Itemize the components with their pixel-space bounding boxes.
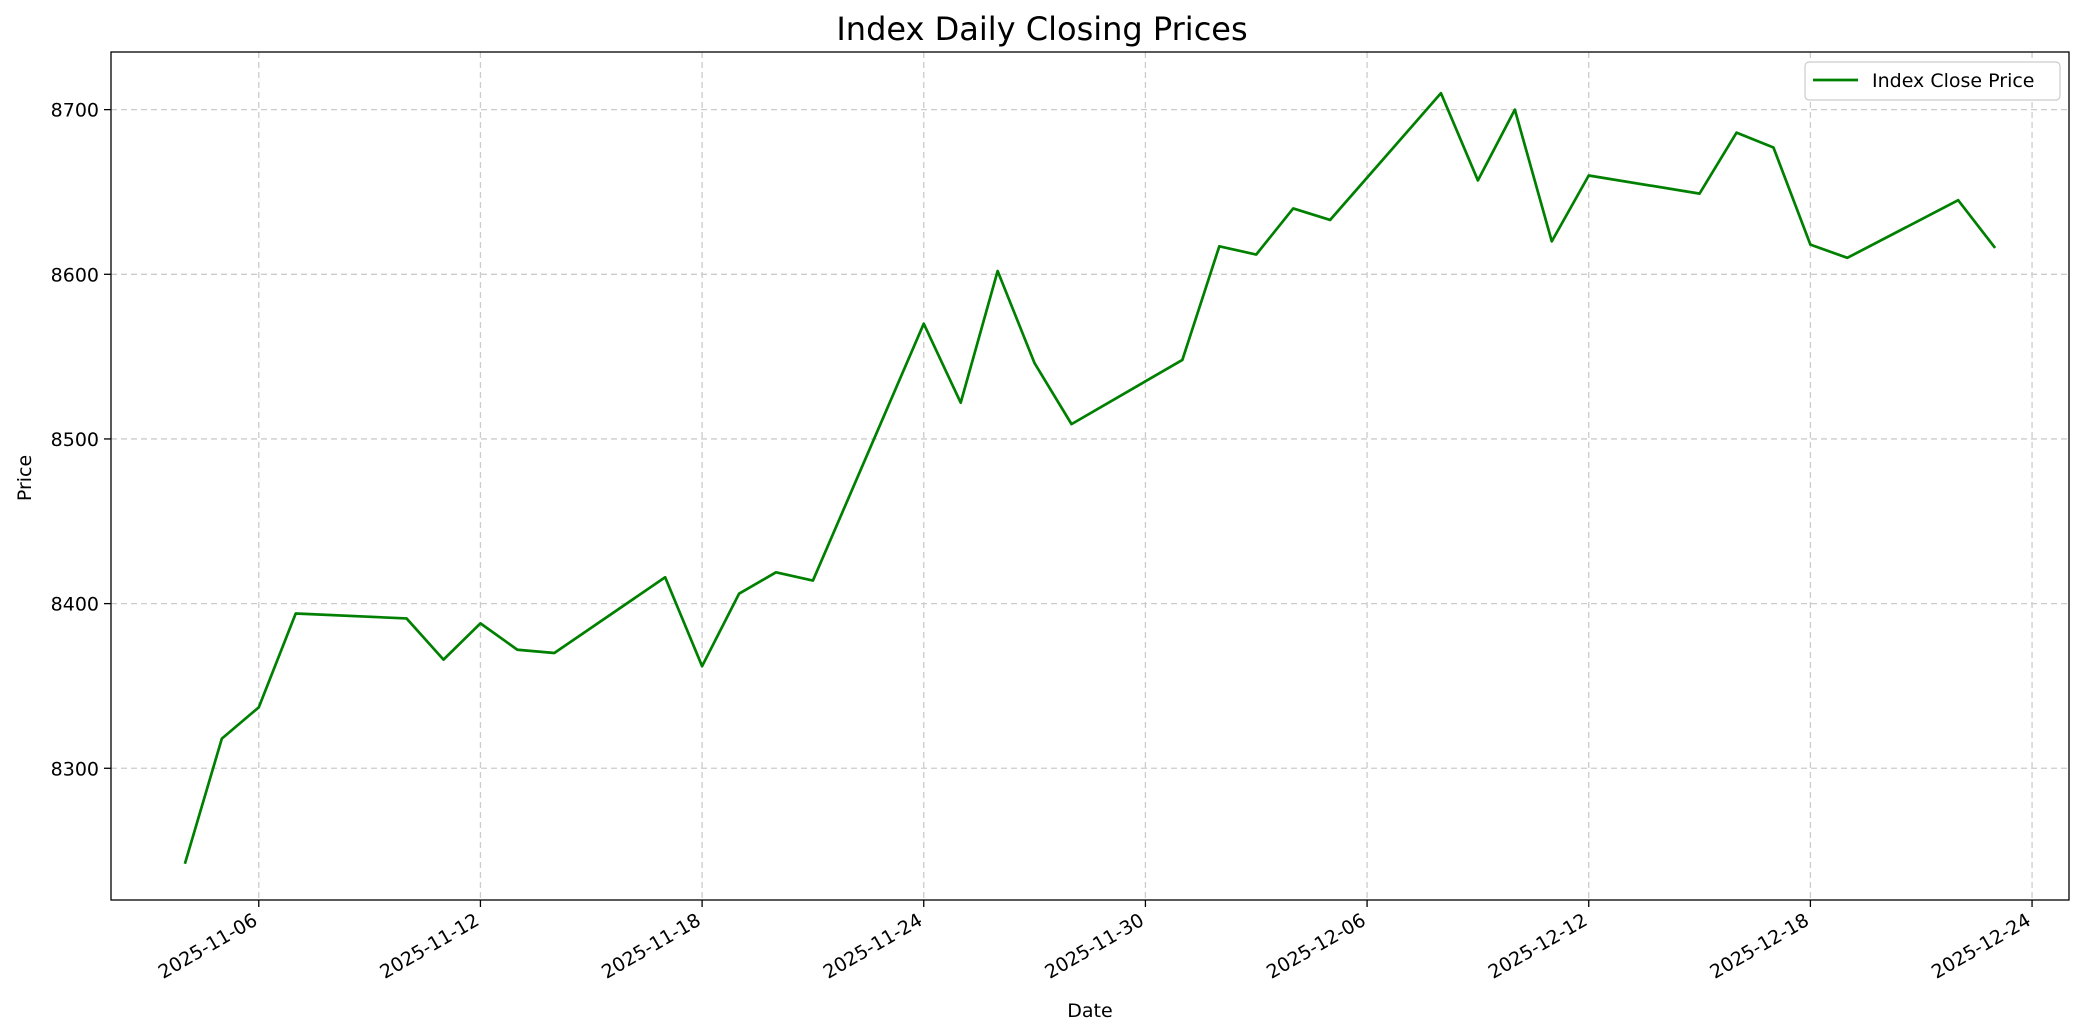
x-tick-label: 2025-12-24 xyxy=(1928,909,2035,983)
x-tick-label: 2025-11-06 xyxy=(155,909,262,983)
y-tick-label: 8300 xyxy=(51,758,99,780)
y-tick-label: 8600 xyxy=(51,264,99,286)
legend: Index Close Price xyxy=(1804,61,2061,101)
x-tick-label: 2025-12-06 xyxy=(1263,909,1370,983)
series-layer xyxy=(183,91,1997,865)
x-axis-label: Date xyxy=(1067,1000,1112,1022)
chart-title: Index Daily Closing Prices xyxy=(836,10,1247,48)
x-tick-label: 2025-11-30 xyxy=(1041,909,1148,983)
series-line xyxy=(183,91,1997,865)
y-tick-label: 8400 xyxy=(51,594,99,616)
axis-ticks: 8300 8400 8500 8600 8700 2025-11-06 2025-11-12… xyxy=(51,100,2035,984)
x-tick-label: 2025-11-24 xyxy=(820,909,927,983)
grid-lines xyxy=(111,52,2069,900)
x-tick-label: 2025-12-18 xyxy=(1706,909,1813,983)
x-tick-label: 2025-11-12 xyxy=(376,909,483,983)
y-tick-label: 8500 xyxy=(51,429,99,451)
x-tick-label: 2025-12-12 xyxy=(1485,909,1592,983)
y-tick-label: 8700 xyxy=(51,100,99,122)
legend-label: Index Close Price xyxy=(1872,70,2035,92)
plot-frame xyxy=(110,51,2070,901)
legend-box xyxy=(1804,61,2061,101)
y-axis-label: Price xyxy=(14,455,36,501)
x-tick-label: 2025-11-18 xyxy=(598,909,705,983)
